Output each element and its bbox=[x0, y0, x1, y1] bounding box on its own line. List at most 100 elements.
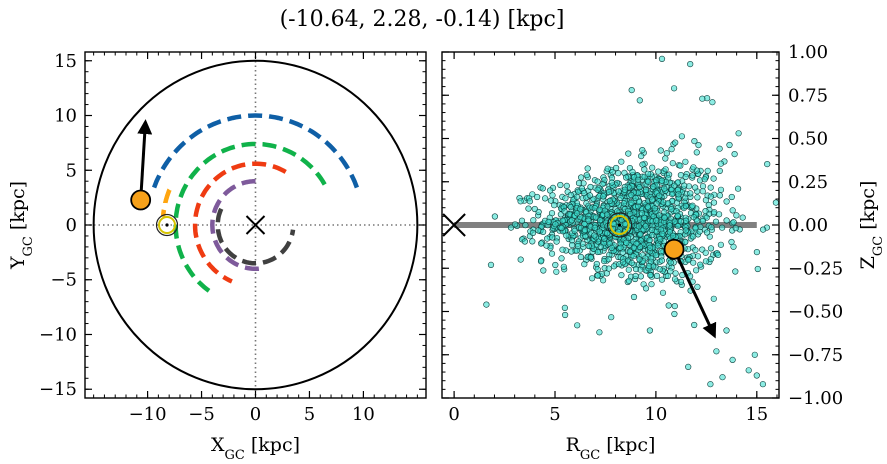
scatter-point bbox=[618, 272, 625, 279]
scatter-point bbox=[617, 194, 624, 202]
scatter-point bbox=[699, 183, 707, 190]
scatter-point bbox=[605, 188, 613, 196]
scatter-point bbox=[714, 251, 722, 258]
y-tick-label: −15 bbox=[39, 379, 77, 400]
scatter-point bbox=[710, 175, 717, 182]
scatter-point bbox=[754, 265, 761, 273]
object-marker bbox=[663, 238, 685, 260]
scatter-point bbox=[603, 211, 611, 218]
scatter-point bbox=[691, 138, 698, 145]
scatter-point bbox=[596, 228, 603, 235]
scatter-point bbox=[716, 167, 723, 174]
scatter-point bbox=[636, 97, 643, 104]
scatter-point bbox=[649, 164, 656, 171]
scatter-point bbox=[609, 168, 616, 176]
scatter-point bbox=[690, 259, 697, 266]
scatter-point bbox=[546, 187, 554, 194]
scatter-point bbox=[670, 85, 678, 92]
x-tick-label: 10 bbox=[644, 404, 667, 425]
scatter-point bbox=[689, 172, 696, 179]
y-tick-label: −0.75 bbox=[788, 345, 843, 366]
scatter-point bbox=[649, 232, 656, 239]
scatter-point bbox=[558, 255, 565, 262]
x-tick-label: 5 bbox=[549, 404, 560, 425]
scatter-point bbox=[716, 145, 723, 152]
scatter-point bbox=[573, 193, 581, 200]
scatter-point bbox=[685, 257, 692, 264]
scatter-point bbox=[568, 217, 575, 224]
scatter-point bbox=[530, 217, 537, 224]
scatter-point bbox=[646, 327, 654, 334]
scatter-point bbox=[648, 226, 656, 233]
scatter-point bbox=[615, 188, 622, 195]
x-tick-label: 5 bbox=[304, 404, 315, 425]
scatter-point bbox=[701, 176, 708, 183]
spiral-arm-5 bbox=[210, 178, 263, 272]
scatter-point bbox=[672, 270, 679, 277]
scatter-point bbox=[732, 225, 739, 232]
scatter-point bbox=[665, 302, 672, 309]
scatter-point bbox=[540, 267, 547, 274]
scatter-point bbox=[606, 197, 613, 205]
scatter-point bbox=[658, 55, 666, 63]
scatter-point bbox=[525, 205, 532, 212]
scatter-point bbox=[619, 259, 627, 266]
scatter-point bbox=[702, 249, 709, 256]
scatter-point bbox=[723, 198, 730, 205]
scatter-point bbox=[718, 224, 726, 231]
scatter-point bbox=[709, 99, 716, 106]
scatter-point bbox=[581, 227, 589, 234]
scatter-point bbox=[753, 249, 761, 256]
scatter-point bbox=[731, 151, 738, 158]
scatter-point bbox=[682, 203, 690, 210]
scatter-point bbox=[552, 221, 559, 228]
scatter-point bbox=[659, 289, 667, 296]
spiral-arm-4 bbox=[192, 161, 287, 284]
scatter-point bbox=[691, 321, 698, 329]
scatter-point bbox=[699, 217, 707, 225]
y-tick-label: −0.25 bbox=[788, 258, 843, 279]
x-tick-label: 10 bbox=[352, 404, 375, 425]
y-tick-label: 0 bbox=[66, 215, 77, 236]
scatter-point bbox=[710, 295, 717, 302]
scatter-point bbox=[672, 139, 679, 146]
scatter-point bbox=[764, 161, 771, 168]
scatter-point bbox=[563, 182, 570, 189]
scatter-point bbox=[567, 204, 574, 211]
x-tick-label: −10 bbox=[129, 404, 167, 425]
scatter-point bbox=[734, 185, 742, 192]
scatter-point bbox=[561, 208, 568, 215]
scatter-point bbox=[682, 238, 689, 246]
velocity-arrow bbox=[672, 248, 717, 339]
scatter-point bbox=[577, 206, 584, 213]
scatter-point bbox=[615, 170, 622, 177]
sun-marker-dot bbox=[165, 223, 169, 227]
scatter-point bbox=[687, 60, 694, 68]
scatter-point bbox=[599, 277, 607, 284]
scatter-point bbox=[694, 253, 702, 260]
scatter-point bbox=[669, 232, 677, 239]
scatter-point bbox=[621, 186, 628, 193]
scatter-point bbox=[543, 242, 550, 249]
scatter-point bbox=[594, 186, 601, 193]
scatter-point bbox=[628, 199, 635, 206]
right-y-axis-label-subscript: GC bbox=[871, 236, 886, 256]
scatter-point bbox=[657, 248, 665, 255]
scatter-point bbox=[697, 261, 704, 268]
scatter-point bbox=[681, 182, 688, 189]
sun-marker-outer bbox=[606, 212, 633, 238]
scatter-point bbox=[648, 281, 655, 288]
boundary-circle bbox=[92, 59, 419, 391]
scatter-point bbox=[567, 191, 574, 199]
scatter-point bbox=[667, 259, 674, 266]
scatter-point bbox=[585, 217, 592, 224]
scatter-point bbox=[638, 210, 646, 217]
right-x-axis-label-symbol: R bbox=[566, 434, 581, 456]
scatter-point bbox=[601, 235, 608, 242]
scatter-point bbox=[597, 217, 604, 224]
radius-height-panel: 0 5 10 15 −1.00 −0.75 −0.50 −0.25 0.00 0.25 0.50 0.… bbox=[441, 42, 886, 463]
scatter-point bbox=[693, 149, 700, 156]
right-y-axis-label-unit: [kpc] bbox=[857, 181, 879, 236]
scatter-point bbox=[574, 322, 581, 329]
